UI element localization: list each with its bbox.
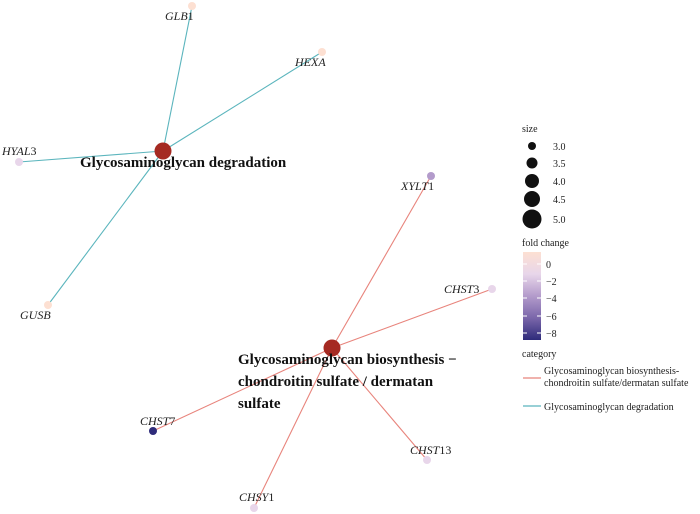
gene-node-xylt1[interactable] <box>427 172 435 180</box>
gene-node-hyal3[interactable] <box>15 158 23 166</box>
gene-label-hexa: HEXA <box>294 55 326 69</box>
gene-node-chst7[interactable] <box>149 427 157 435</box>
edge-chst3 <box>331 288 493 349</box>
edge-chst13 <box>331 347 428 461</box>
size-legend-dot <box>524 191 540 207</box>
size-legend-label: 3.5 <box>553 159 566 170</box>
category-legend-label: Glycosaminoglycan biosynthesis-chondroit… <box>544 366 689 389</box>
fold-change-legend: fold change 0 −2 −4 −6 −8 <box>522 238 569 340</box>
gene-node-chst13[interactable] <box>423 456 431 464</box>
size-legend-label: 3.0 <box>553 142 566 153</box>
gene-label-glb1: GLB1 <box>165 9 194 23</box>
fold-change-colorbar <box>523 252 541 340</box>
gene-label-chst13: CHST13 <box>410 443 451 457</box>
edge-glb1 <box>162 5 193 152</box>
gene-node-chst3[interactable] <box>488 285 496 293</box>
gene-label-chsy1: CHSY1 <box>239 490 274 504</box>
size-legend-dot <box>526 157 538 169</box>
size-legend-title: size <box>522 124 538 135</box>
category-legend-label: Glycosaminoglycan degradation <box>544 402 674 413</box>
gene-node-gusb[interactable] <box>44 301 52 309</box>
gene-node-hexa[interactable] <box>318 48 326 56</box>
gene-label-hyal3: HYAL3 <box>1 144 37 158</box>
category-legend-title: category <box>522 349 556 360</box>
gene-node-glb1[interactable] <box>188 2 196 10</box>
fold-change-legend-title: fold change <box>522 238 569 249</box>
edge-xylt1 <box>331 175 432 349</box>
size-legend-dot <box>525 174 539 188</box>
size-legend-dot <box>528 142 536 150</box>
pathway-nodes: Glycosaminoglycan degradation Glycosamino… <box>80 142 457 412</box>
network-edges <box>18 5 493 509</box>
pathway-label-degradation: Glycosaminoglycan degradation <box>80 155 287 171</box>
edge-gusb <box>47 150 164 306</box>
size-legend: size 3.0 3.5 4.0 4.5 5.0 <box>522 124 566 229</box>
pathway-node-degradation[interactable] <box>154 142 172 160</box>
fold-change-tick-label: −8 <box>546 329 557 340</box>
gene-label-chst7: CHST7 <box>140 414 175 428</box>
gene-label-gusb: GUSB <box>20 308 51 322</box>
edge-hexa <box>162 51 323 152</box>
size-legend-dot <box>522 209 542 229</box>
category-legend: category Glycosaminoglycan biosynthesis-… <box>522 349 689 413</box>
size-legend-label: 5.0 <box>553 215 566 226</box>
size-legend-label: 4.5 <box>553 195 566 206</box>
edge-hyal3 <box>18 150 164 163</box>
gene-node-chsy1[interactable] <box>250 504 258 512</box>
pathway-node-biosynthesis[interactable] <box>323 339 341 357</box>
pathway-label-biosynthesis: Glycosaminoglycan biosynthesis − chondroi… <box>238 352 457 412</box>
fold-change-tick-label: 0 <box>546 260 551 271</box>
fold-change-tick-label: −6 <box>546 312 557 323</box>
gene-label-chst3: CHST3 <box>444 282 479 296</box>
fold-change-tick-label: −4 <box>546 294 557 305</box>
edge-chst7 <box>152 347 333 432</box>
gene-label-xylt1: XYLT1 <box>400 179 434 193</box>
gene-nodes: GLB1 HEXA HYAL3 GUSB XYLT1 CHST3 CHST7 CHST13 CH… <box>1 2 496 512</box>
edge-chsy1 <box>253 347 333 509</box>
fold-change-tick-label: −2 <box>546 277 557 288</box>
size-legend-label: 4.0 <box>553 177 566 188</box>
